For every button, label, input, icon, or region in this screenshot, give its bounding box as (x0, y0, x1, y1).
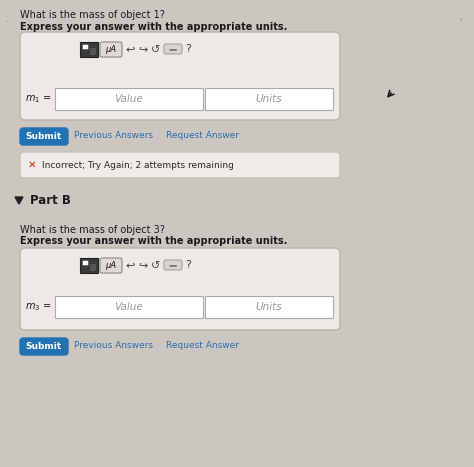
Text: Request Answer: Request Answer (166, 341, 239, 351)
Text: What is the mass of object 1?: What is the mass of object 1? (20, 10, 165, 20)
Text: ': ' (459, 17, 461, 27)
Text: Request Answer: Request Answer (166, 132, 239, 141)
Bar (205, 296, 333, 318)
FancyBboxPatch shape (20, 152, 340, 178)
Text: Previous Answers: Previous Answers (74, 341, 153, 351)
FancyBboxPatch shape (164, 44, 182, 54)
Text: ↪: ↪ (138, 44, 148, 55)
Text: Previous Answers: Previous Answers (74, 132, 153, 141)
Text: Submit: Submit (26, 132, 62, 141)
Text: Value: Value (115, 94, 143, 104)
Bar (55, 296, 203, 318)
Text: ↩: ↩ (125, 261, 135, 270)
Text: Units: Units (255, 302, 283, 312)
Text: ▬▬: ▬▬ (168, 47, 178, 51)
Text: ?: ? (185, 261, 191, 270)
Text: μA: μA (105, 45, 117, 54)
Text: Express your answer with the appropriate units.: Express your answer with the appropriate… (20, 22, 287, 32)
Text: Part B: Part B (30, 194, 71, 207)
Bar (89, 263, 96, 271)
Text: What is the mass of object 3?: What is the mass of object 3? (20, 225, 165, 235)
Bar (80, 42, 98, 57)
FancyBboxPatch shape (100, 42, 122, 57)
Text: μA: μA (105, 261, 117, 270)
Bar (82, 260, 88, 265)
Bar (80, 258, 98, 273)
Text: ↺: ↺ (151, 261, 161, 270)
Text: Units: Units (255, 94, 283, 104)
Text: ↪: ↪ (138, 261, 148, 270)
Text: ?: ? (185, 44, 191, 55)
Bar (205, 88, 333, 110)
Bar (89, 47, 96, 55)
Bar (82, 44, 88, 49)
Polygon shape (15, 197, 23, 204)
Text: ↩: ↩ (125, 44, 135, 55)
Text: Value: Value (115, 302, 143, 312)
Text: Incorrect; Try Again; 2 attempts remaining: Incorrect; Try Again; 2 attempts remaini… (42, 161, 234, 170)
Text: $m_3$ =: $m_3$ = (25, 301, 51, 313)
Bar (55, 88, 203, 110)
Text: ✕: ✕ (27, 160, 36, 170)
Text: Express your answer with the appropriate units.: Express your answer with the appropriate… (20, 236, 287, 246)
FancyBboxPatch shape (20, 128, 68, 145)
FancyBboxPatch shape (20, 338, 68, 355)
FancyBboxPatch shape (20, 248, 340, 330)
Text: ↺: ↺ (151, 44, 161, 55)
Text: $m_1$ =: $m_1$ = (25, 93, 51, 105)
FancyBboxPatch shape (100, 258, 122, 273)
Text: ▬▬: ▬▬ (168, 262, 178, 268)
FancyBboxPatch shape (164, 260, 182, 270)
Text: Submit: Submit (26, 342, 62, 351)
FancyBboxPatch shape (20, 32, 340, 120)
Text: ·: · (6, 17, 10, 27)
